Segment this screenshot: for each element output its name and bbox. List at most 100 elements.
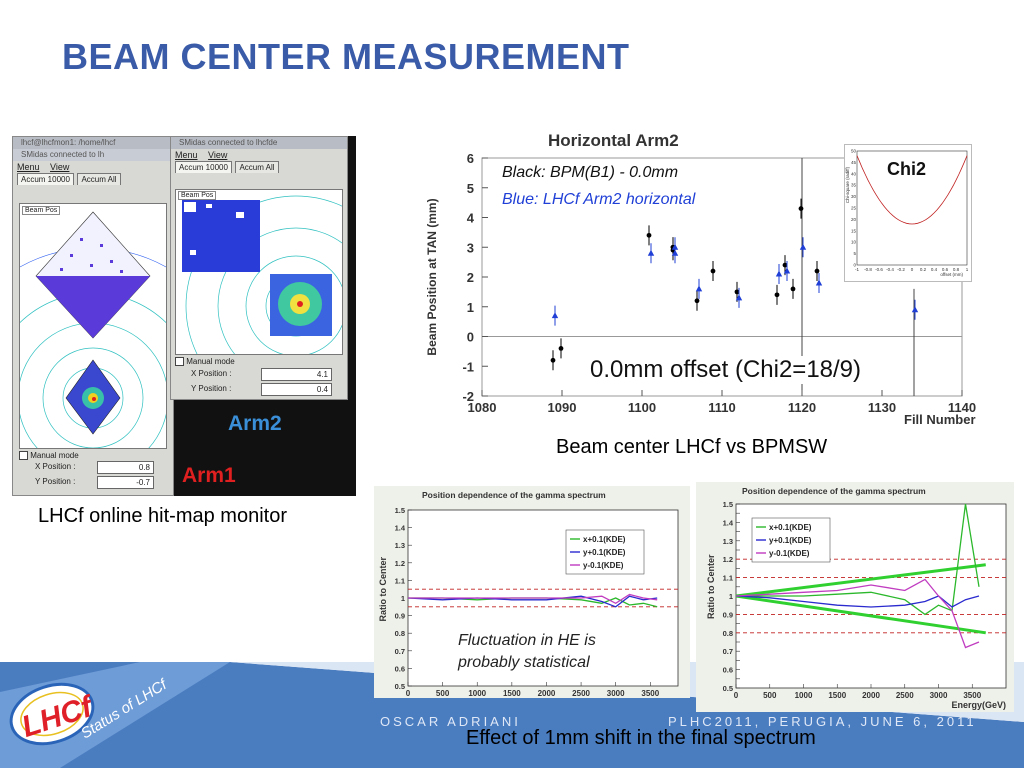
window-tabs: Accum 10000 Accum All: [13, 173, 173, 187]
data-point: [647, 249, 655, 256]
y-tick-label: 0.9: [723, 610, 733, 619]
monitor-caption: LHCf online hit-map monitor: [38, 505, 287, 527]
chart-title: Position dependence of the gamma spectru…: [422, 490, 606, 500]
inset-x-tick-label: -1: [855, 267, 859, 272]
legend-entry: y-0.1(KDE): [583, 561, 624, 570]
y-tick-label: 1.2: [395, 559, 405, 568]
window-titlebar[interactable]: lhcf@lhcfmon1: /home/lhcf: [13, 137, 173, 149]
x-tick-label: 1000: [468, 689, 486, 698]
x-tick-label: 500: [763, 691, 777, 700]
y-tick-label: 1.5: [395, 506, 405, 515]
x-tick-label: 500: [436, 689, 450, 698]
legend-entry: y-0.1(KDE): [769, 549, 810, 558]
series-line: [736, 503, 980, 616]
x-tick-label: 3500: [963, 691, 981, 700]
legend-entry: y+0.1(KDE): [583, 548, 626, 557]
inset-y-tick-label: 50: [851, 149, 857, 154]
menu-item[interactable]: View: [208, 150, 228, 160]
y-axis-label: Beam Position at TAN (mm): [425, 198, 439, 355]
manual-mode-label: Manual mode: [30, 451, 79, 460]
window-titlebar[interactable]: SMidas connected to lhcfde: [171, 137, 347, 149]
manual-mode-label: Manual mode: [186, 357, 235, 366]
inset-x-tick-label: 0.4: [931, 267, 938, 272]
chi2-curve-graphic: -1 -0.8 -0.6 -0.4 -0.2 0 0.2 0.4 0.6 0.8 105101520…: [845, 149, 969, 278]
y-tick-label: 0.8: [395, 629, 405, 638]
x-position-field[interactable]: 4.1: [261, 368, 332, 381]
x-tick-label: 3000: [930, 691, 948, 700]
inset-x-tick-label: -0.2: [897, 267, 905, 272]
series-line: [735, 578, 980, 649]
y-tick-label: 0: [467, 330, 474, 345]
chart-legend-blue: Blue: LHCf Arm2 horizontal: [502, 191, 696, 208]
inset-y-tick-label: 35: [851, 183, 857, 188]
x-tick-label: 3500: [641, 689, 659, 698]
x-tick-label: 2000: [862, 691, 880, 700]
hit-map-graphic: [182, 195, 356, 417]
chi2-curve: [856, 155, 968, 225]
data-point: [551, 312, 559, 319]
legend-entry: x+0.1(KDE): [769, 523, 812, 532]
x-position-field[interactable]: 0.8: [97, 461, 154, 474]
y-tick-label: 1: [467, 300, 474, 315]
inset-y-tick-label: 0: [853, 263, 856, 268]
y-axis-label: Ratio to Center: [706, 554, 716, 619]
inset-y-tick-label: 10: [851, 240, 857, 245]
tab-accum-all[interactable]: Accum All: [77, 173, 121, 185]
y-tick-label: 1: [729, 592, 733, 601]
data-point: [775, 270, 783, 277]
data-point: [783, 267, 791, 274]
chart-legend-black: Black: BPM(B1) - 0.0mm: [502, 164, 679, 181]
tab-accum-all[interactable]: Accum All: [235, 161, 279, 173]
inset-x-tick-label: 0.6: [942, 267, 949, 272]
inset-y-tick-label: 20: [851, 217, 857, 222]
x-tick-label: 3000: [607, 689, 625, 698]
inset-y-label: Chi-square (radiff): [845, 166, 850, 203]
y-tick-label: 4: [467, 211, 475, 226]
arm1-label: Arm1: [182, 464, 236, 487]
tab-accum-10000[interactable]: Accum 10000: [175, 161, 232, 173]
window-menu: Menu View: [171, 149, 347, 161]
inset-x-tick-label: 0.2: [920, 267, 927, 272]
inset-x-label: offset (mm): [940, 272, 963, 277]
y-tick-label: 0.9: [395, 612, 405, 621]
x-position-label: X Position :: [35, 462, 76, 471]
window-tabs: Accum 10000 Accum All: [171, 161, 347, 175]
y-tick-label: 1.3: [723, 537, 733, 546]
menu-item[interactable]: Menu: [17, 162, 40, 172]
manual-mode-checkbox[interactable]: Manual mode: [175, 357, 235, 367]
fluctuation-note: Fluctuation in HE is probably statistica…: [458, 630, 596, 674]
window-titlebar[interactable]: SMidas connected to lh: [13, 149, 173, 161]
tab-accum-10000[interactable]: Accum 10000: [17, 173, 74, 185]
data-point: [734, 289, 740, 295]
legend-entry: x+0.1(KDE): [583, 535, 626, 544]
inset-y-tick-label: 45: [851, 160, 857, 165]
menu-item[interactable]: Menu: [175, 150, 198, 160]
manual-mode-checkbox[interactable]: Manual mode: [19, 451, 79, 461]
inset-frame: [856, 150, 968, 266]
envelope-line: [735, 563, 986, 598]
y-tick-label: 5: [467, 181, 474, 196]
menu-item[interactable]: View: [50, 162, 70, 172]
y-tick-label: 1.4: [723, 518, 734, 527]
data-point: [782, 262, 788, 268]
plot-label: Beam Pos: [178, 191, 217, 200]
x-tick-label: 1110: [708, 400, 736, 415]
y-position-field[interactable]: -0.7: [97, 476, 154, 489]
data-point: [558, 346, 564, 351]
x-tick-label: 1130: [868, 400, 896, 415]
y-position-label: Y Position :: [191, 384, 232, 393]
y-position-field[interactable]: 0.4: [261, 383, 332, 396]
spectrum-caption: Effect of 1mm shift in the final spectru…: [466, 727, 816, 749]
y-tick-label: 1.3: [395, 541, 405, 550]
series-line: [735, 595, 980, 608]
x-axis-label: Energy(GeV): [951, 700, 1006, 710]
y-tick-label: 0.5: [395, 682, 405, 691]
x-axis-label: Fill Number: [904, 412, 976, 427]
x-tick-label: 2000: [538, 689, 556, 698]
data-point: [710, 268, 716, 274]
x-tick-label: 1100: [628, 400, 656, 415]
y-tick-label: 3: [467, 240, 474, 255]
beam-pos-plot: Beam Pos: [12, 203, 244, 496]
y-axis-label: Ratio to Center: [378, 556, 388, 621]
inset-y-tick-label: 15: [851, 228, 857, 233]
